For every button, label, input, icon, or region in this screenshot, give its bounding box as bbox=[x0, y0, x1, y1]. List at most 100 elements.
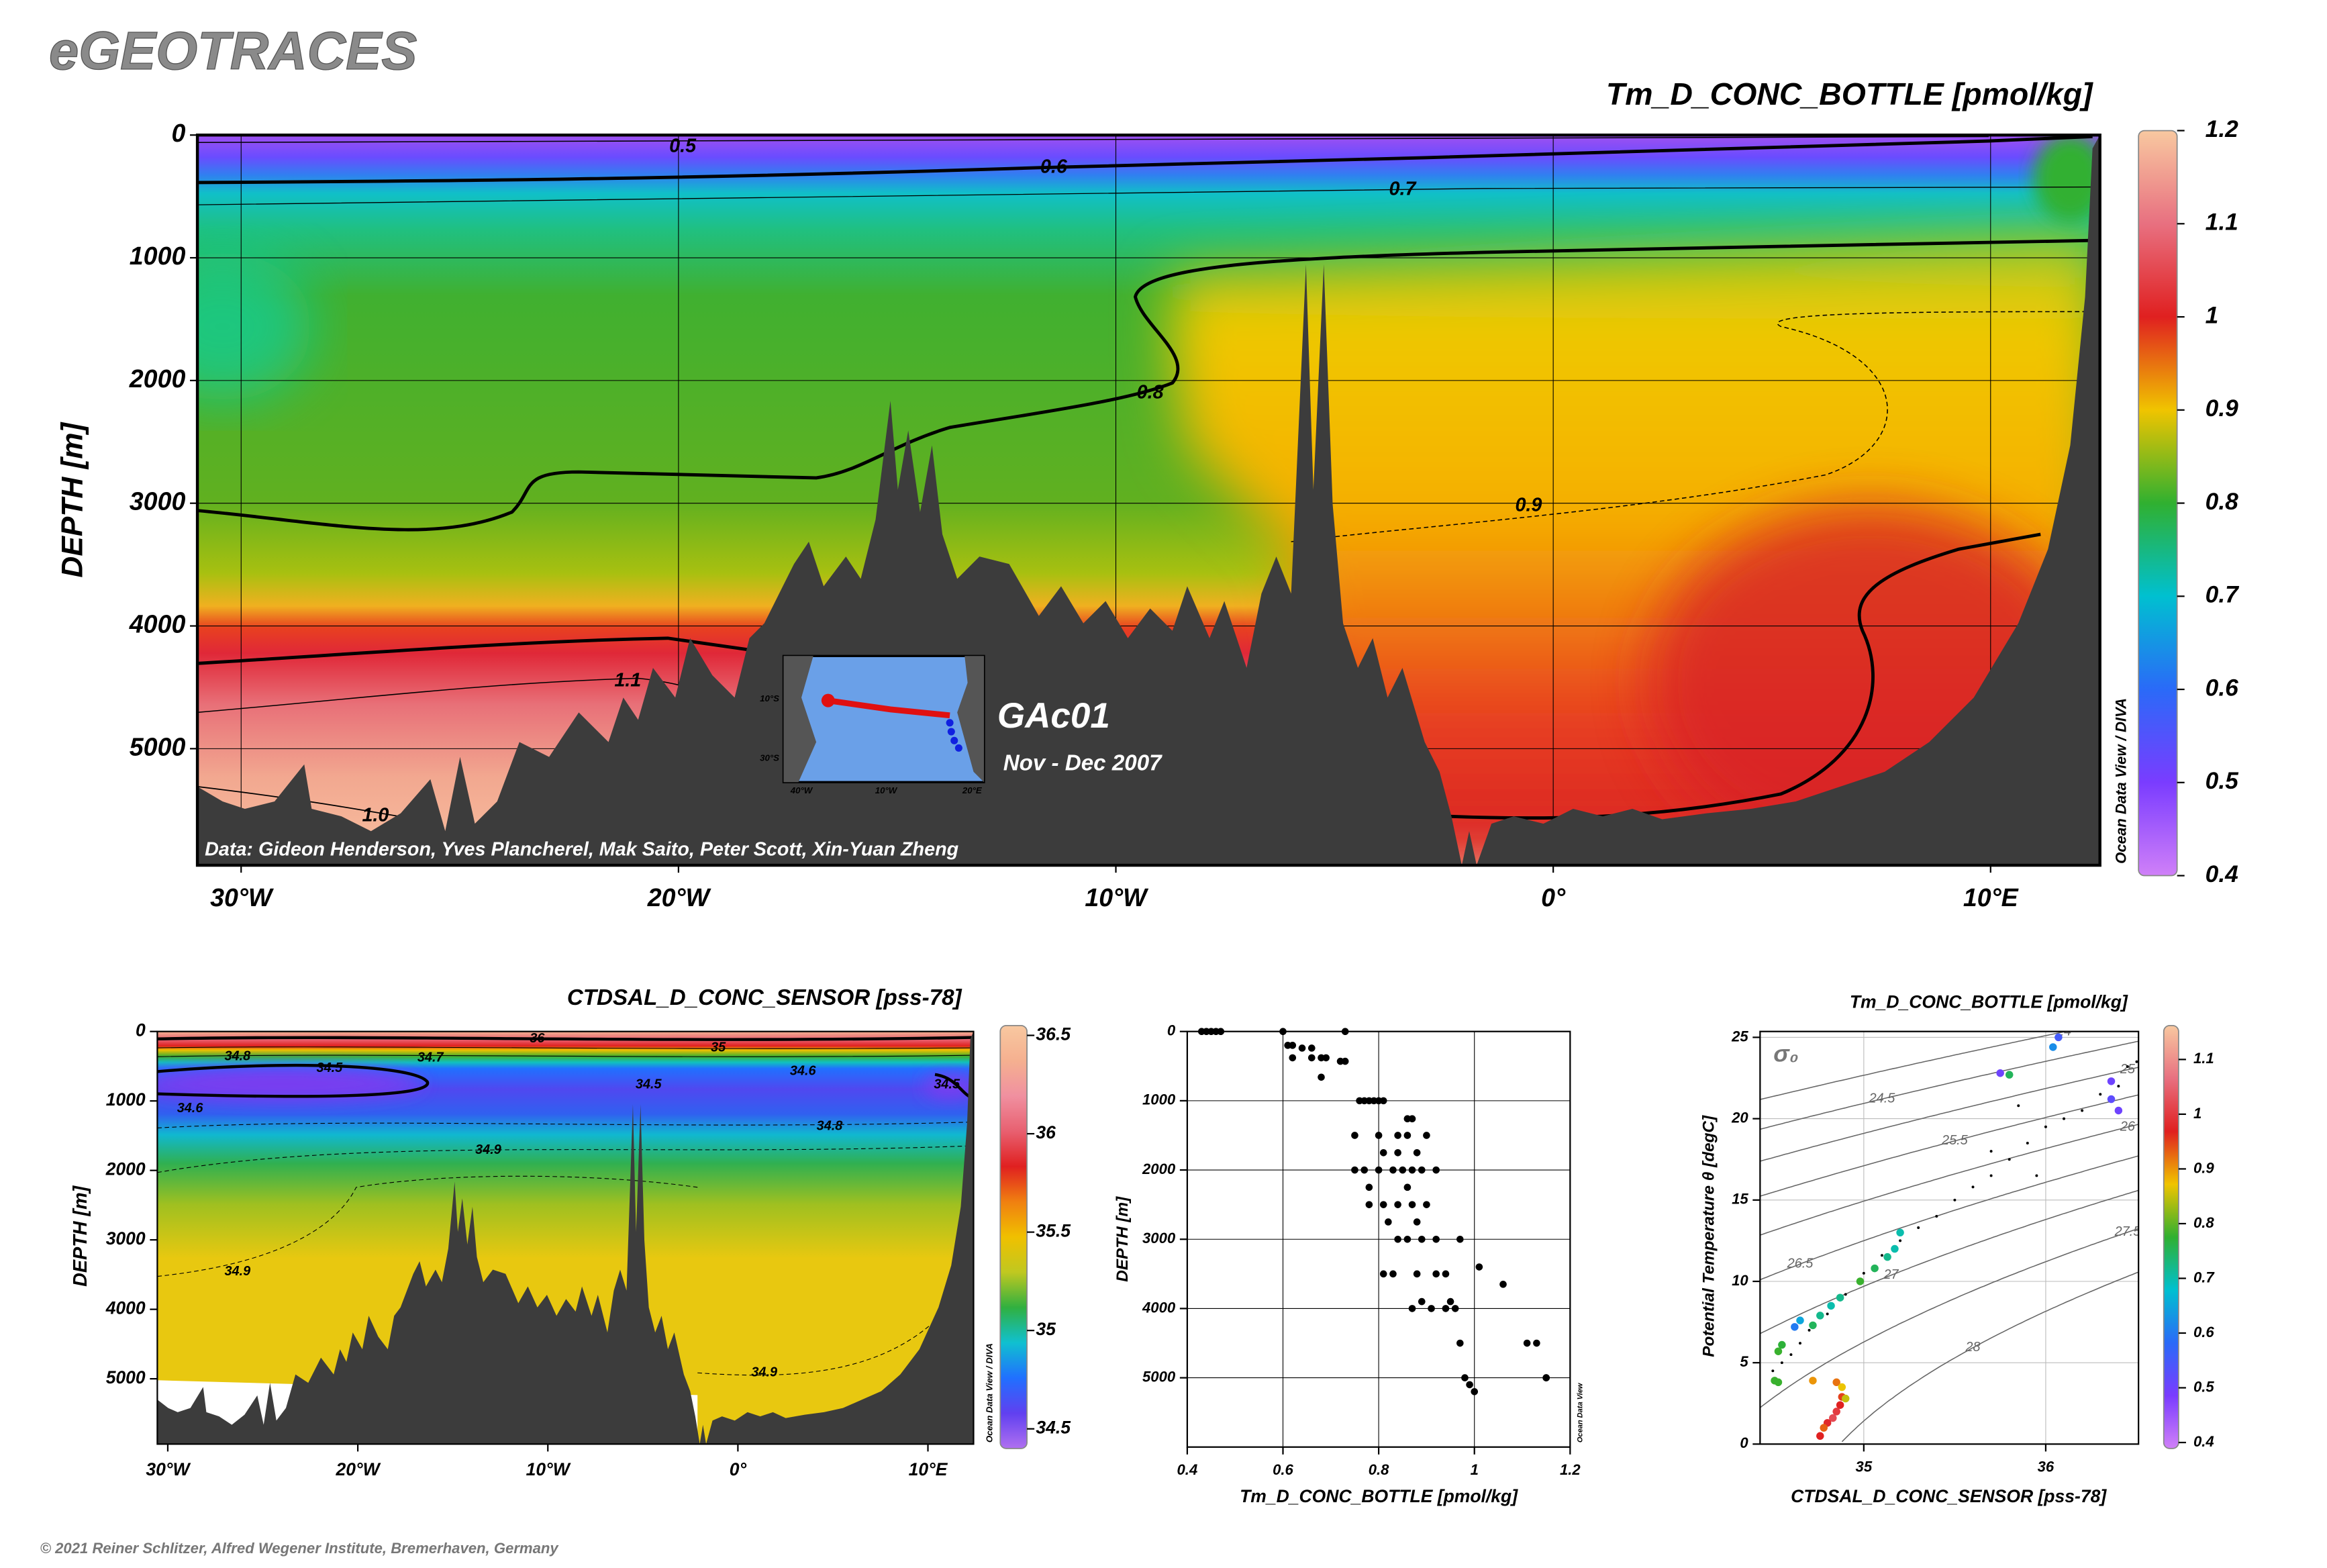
y-tick-label: 0 bbox=[136, 1020, 146, 1040]
data-point bbox=[1351, 1132, 1358, 1139]
contour-label: 0.8 bbox=[1137, 382, 1164, 403]
cruise-name: GAc01 bbox=[997, 696, 1110, 736]
data-point bbox=[1279, 1028, 1287, 1036]
density-contour bbox=[1760, 1067, 2139, 1162]
data-point bbox=[1394, 1235, 1401, 1243]
grid bbox=[1760, 1031, 2139, 1444]
field-patch bbox=[197, 252, 312, 401]
contour-label: 0.7 bbox=[1389, 179, 1418, 200]
y-axis-label: DEPTH [m] bbox=[70, 1185, 91, 1286]
data-point bbox=[1341, 1028, 1349, 1036]
y-axis-label: Potential Temperature θ [degC] bbox=[1700, 1115, 1718, 1357]
colorbar bbox=[999, 1024, 1028, 1449]
plot-frame bbox=[1186, 1030, 1571, 1448]
x-tick-label: 10°W bbox=[526, 1459, 571, 1479]
inset-label: 30°S bbox=[760, 752, 779, 763]
data-point bbox=[1816, 1432, 1824, 1440]
contour-line bbox=[697, 1306, 950, 1376]
data-point-small bbox=[2063, 1117, 2066, 1120]
data-point-small bbox=[1780, 1361, 1783, 1365]
plot-frame bbox=[156, 1030, 975, 1445]
data-point bbox=[1360, 1166, 1369, 1174]
x-axis-label: CTDSAL_D_CONC_SENSOR [pss-78] bbox=[1791, 1486, 2107, 1506]
axes-layer: 30°W 20°W 10°W 0° 10°E010002000300040005000T… bbox=[56, 77, 2240, 1506]
y-tick-label: 25 bbox=[1731, 1028, 1748, 1044]
data-point bbox=[1418, 1235, 1426, 1243]
y-tick-label: 0 bbox=[1740, 1434, 1748, 1451]
colorbar-tick-label: 34.5 bbox=[1036, 1418, 1071, 1438]
data-point bbox=[1809, 1377, 1817, 1385]
colorbar-tick-label: 0.5 bbox=[2206, 768, 2239, 794]
data-point bbox=[1836, 1401, 1844, 1409]
x-tick-label: 0.8 bbox=[1369, 1461, 1389, 1478]
watermark: Ocean Data View bbox=[1577, 1382, 1585, 1442]
x-tick-label: 10°E bbox=[1963, 883, 2019, 912]
data-point bbox=[2107, 1095, 2116, 1104]
data-point bbox=[1820, 1424, 1828, 1432]
density-contours: 24 24.5 25 25.5 26 26.5 27 27.5 28 bbox=[1760, 1024, 2139, 1442]
data-point bbox=[1774, 1347, 1783, 1355]
contour-label: 1.0 bbox=[362, 805, 389, 826]
data-point bbox=[1778, 1340, 1786, 1349]
data-point-small bbox=[1808, 1328, 1811, 1332]
y-tick-label: 20 bbox=[1731, 1109, 1748, 1126]
data-point bbox=[1461, 1374, 1469, 1381]
data-point bbox=[1307, 1054, 1316, 1062]
data-point bbox=[1891, 1244, 1899, 1253]
cruise-period: Nov - Dec 2007 bbox=[1003, 750, 1162, 775]
density-contour bbox=[1760, 1155, 2139, 1281]
data-point-small bbox=[1953, 1198, 1957, 1202]
data-point bbox=[1385, 1218, 1392, 1226]
density-label: 24 bbox=[2056, 1024, 2071, 1038]
data-point bbox=[1379, 1097, 1387, 1105]
data-point bbox=[1466, 1381, 1473, 1389]
data-point bbox=[1428, 1305, 1435, 1312]
data-point bbox=[1307, 1044, 1316, 1052]
colorbar bbox=[2138, 130, 2178, 877]
plot-frame bbox=[195, 133, 2101, 867]
y-tick-label: 4000 bbox=[105, 1298, 146, 1318]
data-point bbox=[2049, 1043, 2057, 1051]
contour-line bbox=[197, 636, 773, 665]
data-point-small bbox=[1971, 1185, 1975, 1189]
colorbar-tick-label: 0.6 bbox=[2193, 1324, 2214, 1340]
data-point bbox=[1289, 1054, 1297, 1062]
x-tick-label: 30°W bbox=[210, 883, 275, 912]
y-axis-label: DEPTH [m] bbox=[56, 422, 89, 577]
data-point bbox=[1318, 1073, 1325, 1081]
x-tick-label: 0.4 bbox=[1177, 1461, 1198, 1478]
contour-label: 34.7 bbox=[417, 1050, 444, 1065]
data-point-small bbox=[2126, 1065, 2129, 1069]
data-point-small bbox=[1844, 1293, 1847, 1296]
colorbar-tick-label: 0.4 bbox=[2206, 861, 2238, 887]
data-point bbox=[1413, 1270, 1421, 1278]
x-tick-label: 10°W bbox=[1085, 883, 1149, 912]
land bbox=[783, 656, 817, 783]
density-label: 26.5 bbox=[1787, 1256, 1814, 1271]
data-point bbox=[1403, 1132, 1412, 1139]
section-field: 0.5 0.6 0.7 0.8 0.9 1.1 1.0 bbox=[197, 135, 2100, 866]
data-point bbox=[1836, 1293, 1844, 1302]
data-point bbox=[1379, 1148, 1387, 1157]
contour-label: 34.8 bbox=[224, 1049, 251, 1064]
data-point bbox=[1298, 1044, 1306, 1052]
y-tick-label: 2000 bbox=[129, 364, 186, 393]
inset-map: 10°S 30°S 40°W 10°W 20°E bbox=[760, 654, 985, 795]
contours bbox=[157, 1036, 974, 1376]
density-contour bbox=[1760, 1094, 2139, 1197]
station bbox=[947, 728, 955, 736]
density-label: 25.5 bbox=[1941, 1133, 1969, 1148]
data-point bbox=[1389, 1166, 1397, 1174]
y-tick-label: 0 bbox=[1167, 1022, 1176, 1039]
data-point bbox=[1375, 1132, 1383, 1139]
data-point-small bbox=[1989, 1174, 1993, 1177]
colorbar-tick-label: 0.8 bbox=[2193, 1214, 2214, 1231]
data-point-small bbox=[1771, 1369, 1775, 1373]
data-point-small bbox=[2081, 1109, 2084, 1112]
colorbar-tick-label: 35 bbox=[1036, 1319, 1056, 1339]
field-patch bbox=[157, 1067, 424, 1100]
watermark: Ocean Data View / DIVA bbox=[2113, 698, 2130, 864]
colorbar-tick-label: 1.1 bbox=[2206, 209, 2238, 236]
y-tick-label: 1000 bbox=[106, 1089, 146, 1110]
data-point bbox=[1394, 1201, 1401, 1208]
